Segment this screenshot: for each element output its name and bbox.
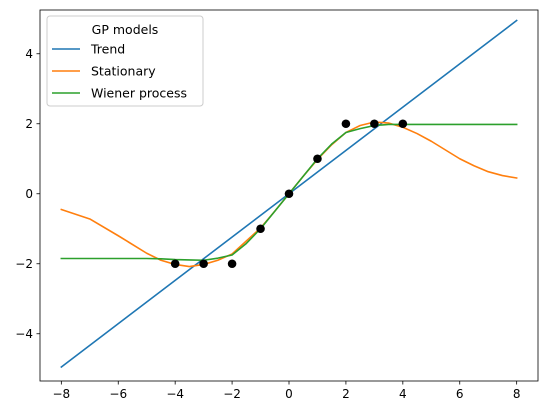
y-tick-label: 0 <box>25 187 33 201</box>
y-tick-label: −2 <box>15 257 33 271</box>
x-tick-label: −6 <box>109 387 127 401</box>
observation-point <box>313 154 322 164</box>
observation-point <box>370 119 379 129</box>
observation-point <box>170 259 180 269</box>
x-tick-label: −4 <box>166 387 184 401</box>
x-tick-label: −8 <box>52 387 70 401</box>
plot-area <box>60 19 518 369</box>
y-tick-label: 2 <box>25 117 33 131</box>
tick-layer: −8 −6 −4 −2 0 2 4 6 8 −4 −2 0 2 4 <box>15 47 520 401</box>
legend-title: GP models <box>92 22 159 37</box>
x-tick-label: −2 <box>223 387 241 401</box>
observation-point <box>199 259 208 269</box>
x-tick-label: 4 <box>399 387 407 401</box>
legend: GP models Trend Stationary Wiener process <box>46 15 204 107</box>
x-tick-label: 8 <box>513 387 521 401</box>
legend-label: Trend <box>90 42 125 57</box>
legend-label: Wiener process <box>91 86 187 101</box>
legend-box <box>46 15 204 107</box>
legend-items: Trend Stationary Wiener process <box>52 42 187 101</box>
observation-point <box>341 119 351 129</box>
x-tick-label: 6 <box>456 387 464 401</box>
legend-label: Stationary <box>91 64 156 79</box>
x-tick-label: 0 <box>285 387 293 401</box>
observation-point <box>284 189 294 199</box>
y-tick-label: −4 <box>15 327 33 341</box>
y-tick-label: 4 <box>25 47 33 61</box>
series-line-wiener-process <box>60 123 518 262</box>
observation-point <box>227 259 237 269</box>
x-tick-label: 2 <box>342 387 350 401</box>
observation-point <box>256 224 265 234</box>
observation-point <box>398 119 408 129</box>
